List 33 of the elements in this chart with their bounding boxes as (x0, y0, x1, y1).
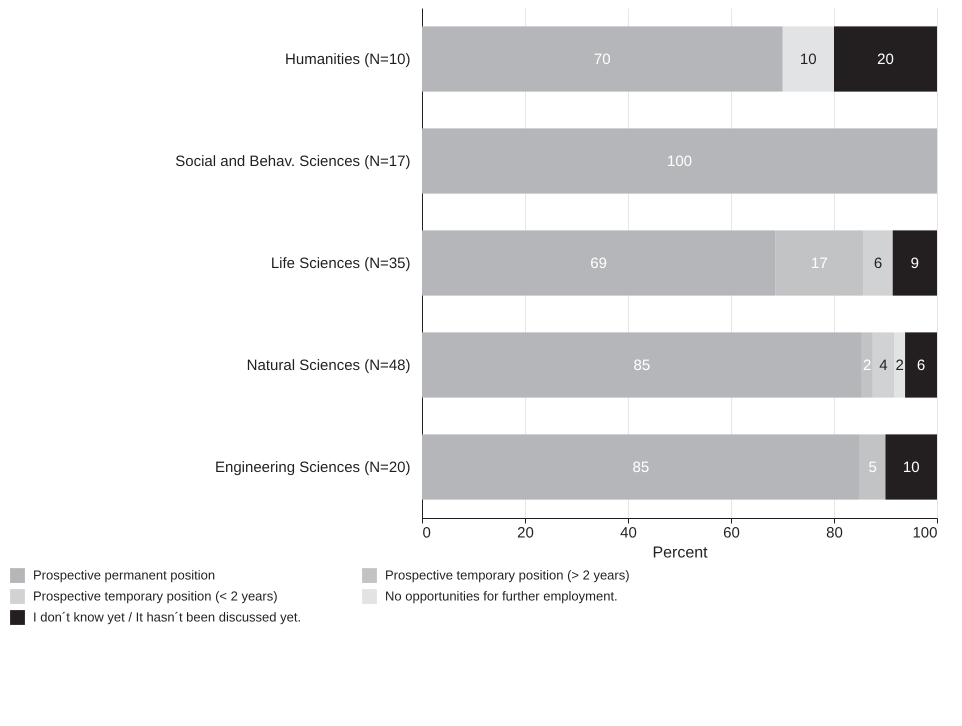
data-label: 17 (810, 255, 828, 272)
legend-label: Prospective temporary position (< 2 years) (33, 588, 278, 604)
y-tick-label: Natural Sciences (N=48) (246, 357, 410, 374)
legend-label: No opportunities for further employment. (385, 588, 618, 604)
legend-label: I don´t know yet / It hasn´t been discussed yet. (33, 610, 302, 624)
legend-label: Prospective temporary position (> 2 years) (385, 568, 630, 583)
y-tick-label: Humanities (N=10) (285, 51, 410, 68)
data-label: 4 (879, 357, 888, 374)
legend-label: Prospective permanent position (33, 568, 216, 583)
y-tick-label: Social and Behav. Sciences (N=17) (175, 153, 410, 170)
x-tick-label: 0 (422, 524, 431, 542)
x-axis-title: Percent (652, 544, 708, 562)
x-tick-label: 40 (620, 524, 637, 542)
x-tick-label: 100 (912, 524, 938, 542)
data-label: 2 (863, 357, 872, 374)
data-label: 5 (868, 459, 877, 476)
data-label: 6 (916, 357, 926, 374)
x-tick-label: 60 (723, 524, 740, 542)
data-label: 70 (594, 51, 611, 68)
y-tick-label: Engineering Sciences (N=20) (214, 459, 410, 476)
data-label: 10 (800, 51, 817, 68)
y-tick-label: Life Sciences (N=35) (270, 255, 410, 272)
data-label: 85 (634, 357, 650, 374)
data-label: 20 (877, 51, 894, 68)
data-label: 2 (895, 357, 904, 374)
x-tick-label: 80 (826, 524, 843, 542)
data-label: 100 (666, 153, 692, 170)
data-label: 6 (874, 255, 882, 272)
data-label: 9 (910, 255, 920, 272)
data-label: 85 (632, 459, 650, 476)
data-label: 10 (902, 459, 920, 476)
x-tick-label: 20 (517, 524, 534, 542)
data-label: 69 (590, 255, 607, 272)
